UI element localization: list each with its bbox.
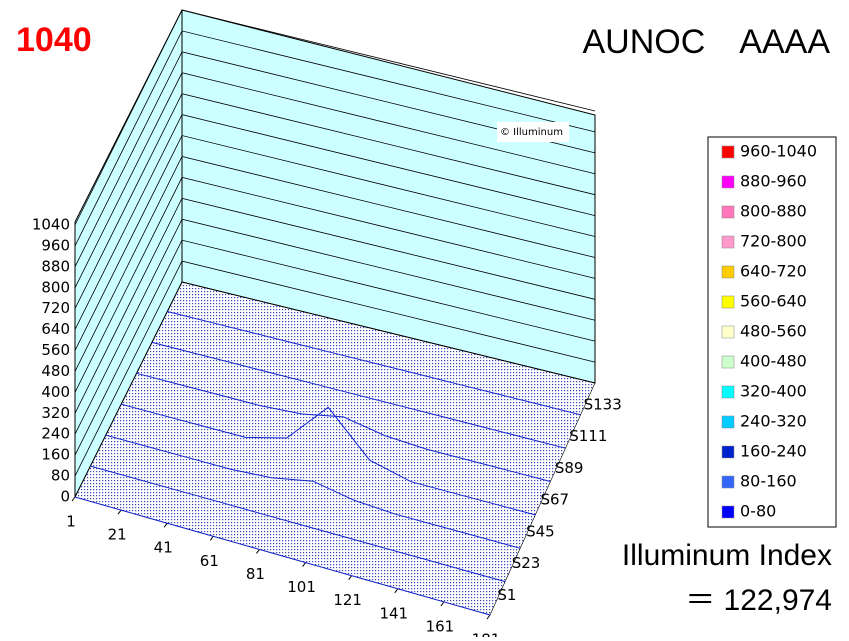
legend-label: 960-1040 — [740, 142, 817, 161]
x-tick-label: 101 — [287, 578, 316, 596]
legend-label: 480-560 — [740, 322, 807, 341]
grid-line — [74, 155, 596, 372]
x-tick-label: 141 — [379, 604, 408, 622]
x-tick — [302, 562, 306, 567]
surface-row — [90, 465, 506, 583]
z-tick-label: 80 — [51, 467, 70, 485]
legend-swatch — [721, 445, 735, 459]
x-tick — [209, 536, 214, 541]
z-tick-label: 320 — [41, 404, 70, 422]
y-tick-label: S45 — [526, 522, 555, 540]
z-tick-label: 0 — [60, 488, 70, 506]
watermark: © Illuminum — [500, 127, 563, 138]
legend-label: 880-960 — [740, 172, 807, 191]
grid-line — [74, 114, 596, 330]
legend-swatch — [721, 295, 735, 309]
y-tick-label: S1 — [497, 586, 516, 604]
surface-row — [167, 311, 581, 416]
x-tick — [256, 549, 260, 554]
grid-line — [74, 9, 596, 226]
surface-row — [121, 403, 536, 516]
x-tick-label: 61 — [200, 552, 219, 570]
grid-line — [74, 176, 596, 393]
legend-label: 320-400 — [740, 382, 807, 401]
legend-swatch — [721, 475, 735, 489]
x-tick — [71, 496, 76, 502]
z-tick-label: 880 — [41, 257, 70, 275]
grid-line — [74, 260, 596, 477]
grid-line — [74, 51, 596, 268]
legend-swatch — [721, 415, 735, 429]
y-tick-label: S67 — [540, 491, 569, 509]
legend-label: 240-320 — [740, 412, 807, 431]
surface-row — [105, 434, 521, 549]
surface-row — [136, 372, 551, 482]
grid-line — [74, 135, 596, 351]
legend-swatch — [721, 145, 735, 159]
z-tick-label: 800 — [41, 278, 70, 296]
grid-line — [74, 239, 596, 456]
chart-title: AUNOC AAAA — [583, 23, 831, 61]
x-tick — [440, 601, 445, 607]
legend-swatch — [721, 385, 735, 399]
legend-swatch — [721, 505, 735, 519]
x-tick — [163, 522, 168, 528]
surface-row — [74, 496, 491, 616]
x-tick — [117, 509, 122, 515]
z-tick-label: 160 — [41, 446, 70, 464]
grid-line — [74, 30, 596, 247]
x-tick-label: 181 — [472, 631, 501, 638]
z-tick-label: 400 — [41, 383, 70, 401]
surface-row — [151, 341, 566, 449]
y-tick-label: S89 — [555, 459, 584, 477]
grid-line — [74, 72, 596, 288]
y-tick-label: S111 — [569, 427, 607, 445]
legend-label: 720-800 — [740, 232, 807, 251]
x-tick-label: 21 — [108, 526, 127, 544]
z-tick-label: 560 — [41, 341, 70, 359]
peak-label: 1040 — [16, 21, 92, 59]
index-value: ＝ 122,974 — [685, 584, 832, 617]
y-tick-label: S133 — [584, 395, 622, 413]
y-tick-label: S23 — [512, 554, 541, 572]
z-tick-label: 480 — [41, 362, 70, 380]
grid-line — [74, 93, 596, 309]
legend-swatch — [721, 205, 735, 219]
watermark-box — [497, 122, 569, 142]
legend-label: 160-240 — [740, 442, 807, 461]
grid-line — [74, 197, 596, 414]
z-tick-label: 720 — [41, 299, 70, 317]
z-tick-label: 1040 — [32, 216, 70, 234]
x-tick-label: 81 — [246, 565, 265, 583]
legend-swatch — [721, 265, 735, 279]
x-tick-label: 161 — [426, 617, 455, 635]
x-tick — [486, 614, 491, 620]
x-tick-label: 121 — [333, 591, 362, 609]
grid-line — [74, 281, 596, 498]
z-tick-label: 960 — [41, 236, 70, 254]
legend-label: 560-640 — [740, 292, 807, 311]
index-title: Illuminum Index — [622, 539, 832, 572]
legend-swatch — [721, 355, 735, 369]
x-tick-label: 41 — [154, 539, 173, 557]
z-tick-label: 640 — [41, 320, 70, 338]
legend-label: 800-880 — [740, 202, 807, 221]
x-tick-label: 1 — [66, 513, 76, 531]
legend-swatch — [721, 325, 735, 339]
legend-swatch — [721, 235, 735, 249]
legend-label: 0-80 — [740, 502, 776, 521]
legend-label: 80-160 — [740, 472, 797, 491]
legend-label: 640-720 — [740, 262, 807, 281]
x-tick — [394, 588, 399, 594]
z-tick-label: 240 — [41, 425, 70, 443]
x-tick — [348, 575, 353, 580]
legend-label: 400-480 — [740, 352, 807, 371]
grid-line — [74, 218, 596, 435]
legend-swatch — [721, 175, 735, 189]
